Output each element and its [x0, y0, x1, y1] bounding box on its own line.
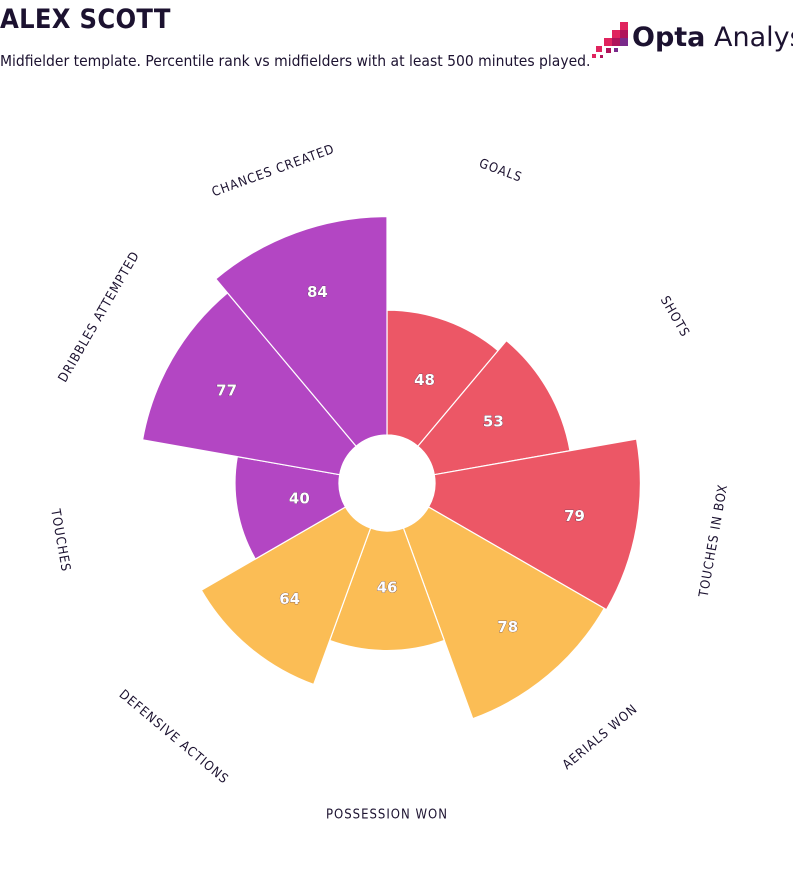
category-label: TOUCHES IN BOX: [696, 483, 731, 599]
category-label: DEFENSIVE ACTIONS: [116, 687, 231, 787]
page-subtitle: Midfielder template. Percentile rank vs …: [0, 52, 591, 70]
opta-logo-icon: [592, 22, 628, 58]
value-label: 46: [377, 579, 398, 597]
category-label: DRIBBLES ATTEMPTED: [56, 249, 143, 385]
value-label: 79: [564, 507, 585, 525]
value-label: 48: [414, 371, 435, 389]
category-label: SHOTS: [657, 294, 692, 340]
logo-brand-light: Analyst: [714, 22, 793, 53]
category-label: AERIALS WON: [560, 702, 641, 773]
wedge-goals: [386, 309, 499, 448]
value-label: 40: [289, 489, 310, 507]
center-hole: [339, 435, 435, 531]
category-label: TOUCHES: [47, 507, 73, 573]
logo-brand-bold: Opta: [632, 22, 706, 53]
page-title: ALEX SCOTT: [0, 4, 171, 35]
value-label: 53: [483, 413, 504, 431]
value-label: 84: [307, 283, 328, 301]
opta-analyst-logo: Opta Analyst: [592, 20, 793, 60]
value-label: 64: [279, 590, 300, 608]
category-label: GOALS: [477, 156, 524, 185]
value-label: 78: [497, 618, 518, 636]
logo-text: Opta Analyst: [632, 22, 793, 53]
value-label: 77: [216, 381, 237, 399]
polar-area-chart: 48 GOALS 53 SHOTS 79 TOUCHES IN BOX 78 AERIALS …: [47, 142, 731, 823]
category-label: POSSESSION WON: [326, 808, 448, 823]
category-label: CHANCES CREATED: [210, 142, 337, 200]
header: ALEX SCOTT Midfielder template. Percenti…: [0, 0, 793, 80]
wedge-shots: [417, 339, 571, 476]
